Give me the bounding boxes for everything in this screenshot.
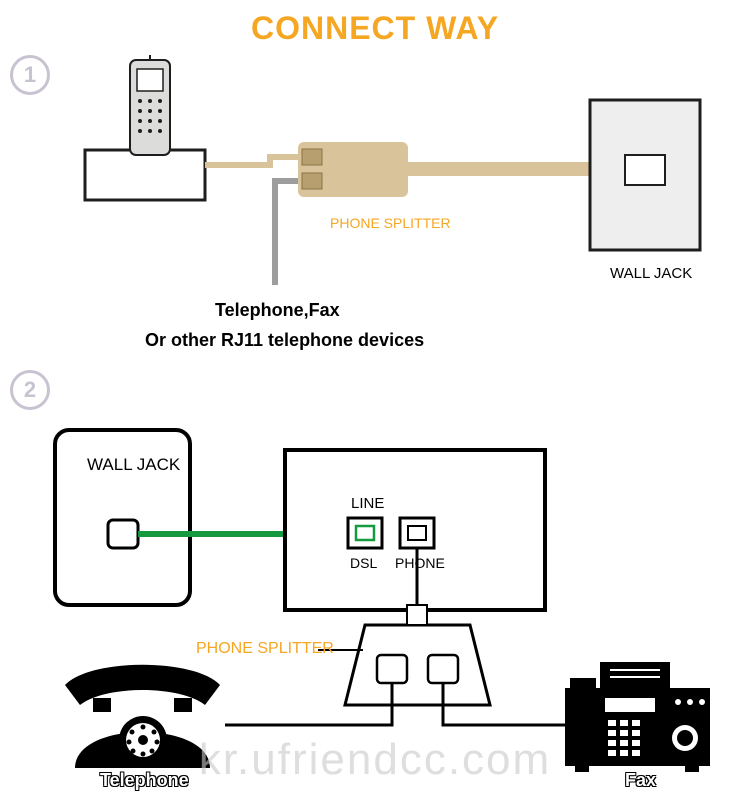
diagram-2 bbox=[30, 420, 730, 790]
splitter-port-1 bbox=[302, 149, 322, 165]
splitter-port-2 bbox=[302, 173, 322, 189]
fax-icon bbox=[565, 662, 710, 772]
splitter-label-1: PHONE SPLITTER bbox=[330, 215, 451, 231]
wall-jack-label-2: WALL JACK bbox=[87, 455, 180, 475]
wall-jack-label-1: WALL JACK bbox=[610, 265, 692, 282]
wall-jack-port-1 bbox=[625, 155, 665, 185]
cable-phone-to-splitter bbox=[205, 157, 298, 165]
phone-port-label: PHONE bbox=[395, 555, 445, 571]
line-port-label: LINE bbox=[351, 495, 384, 512]
modem-port-phone bbox=[400, 518, 434, 548]
devices-line-2: Or other RJ11 telephone devices bbox=[145, 330, 424, 351]
telephone-icon bbox=[65, 665, 220, 768]
page-title: CONNECT WAY bbox=[0, 10, 750, 47]
step-2-badge: 2 bbox=[10, 370, 50, 410]
modem-port-line bbox=[348, 518, 382, 548]
phone-splitter-2 bbox=[345, 605, 490, 705]
step-1-badge: 1 bbox=[10, 55, 50, 95]
splitter-label-2: PHONE SPLITTER bbox=[196, 640, 334, 658]
fax-device-label: Fax bbox=[625, 770, 656, 791]
dsl-port-label: DSL bbox=[350, 555, 377, 571]
devices-line-1: Telephone,Fax bbox=[215, 300, 340, 321]
cordless-phone-icon bbox=[130, 55, 170, 155]
phone-base-outline bbox=[85, 150, 205, 200]
cable-splitter-to-wall bbox=[408, 162, 598, 176]
cable-splitter-down bbox=[275, 181, 298, 285]
telephone-device-label: Telephone bbox=[100, 770, 189, 791]
wall-jack-port-2 bbox=[108, 520, 138, 548]
